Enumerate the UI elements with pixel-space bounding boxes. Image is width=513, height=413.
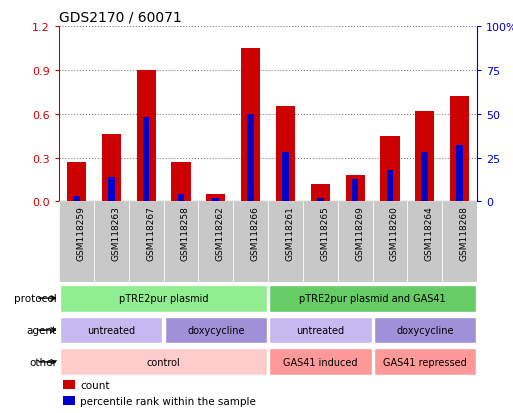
Bar <box>352 179 359 202</box>
Text: other: other <box>29 357 57 367</box>
Text: GAS41 repressed: GAS41 repressed <box>383 357 467 367</box>
Text: GSM118258: GSM118258 <box>181 206 190 261</box>
Bar <box>381 136 400 202</box>
Text: GSM118264: GSM118264 <box>425 206 434 261</box>
Bar <box>171 163 190 202</box>
Bar <box>60 349 267 375</box>
Text: pTRE2pur plasmid: pTRE2pur plasmid <box>119 293 208 304</box>
Bar <box>102 135 121 202</box>
Bar <box>303 202 338 282</box>
Bar <box>164 202 199 282</box>
Text: GSM118260: GSM118260 <box>390 206 399 261</box>
Bar <box>387 171 393 202</box>
Bar <box>67 163 86 202</box>
Text: GSM118261: GSM118261 <box>285 206 294 261</box>
Bar <box>346 176 365 202</box>
Text: pTRE2pur plasmid and GAS41: pTRE2pur plasmid and GAS41 <box>299 293 446 304</box>
Text: control: control <box>147 357 181 367</box>
Bar <box>136 71 155 202</box>
Bar <box>60 285 267 312</box>
Bar <box>212 199 219 202</box>
Text: GSM118263: GSM118263 <box>111 206 120 261</box>
Bar <box>276 107 295 202</box>
Bar <box>269 285 476 312</box>
Bar <box>233 202 268 282</box>
Text: doxycycline: doxycycline <box>396 325 453 335</box>
Text: doxycycline: doxycycline <box>187 325 245 335</box>
Bar <box>415 112 435 202</box>
Bar <box>317 199 324 202</box>
Bar <box>206 195 225 202</box>
Bar <box>247 114 254 202</box>
Bar <box>373 317 476 344</box>
Bar <box>373 349 476 375</box>
Text: agent: agent <box>27 325 57 335</box>
Bar <box>311 185 330 202</box>
Bar <box>63 380 75 389</box>
Text: GSM118268: GSM118268 <box>460 206 469 261</box>
Bar <box>59 202 94 282</box>
Bar <box>457 146 463 202</box>
Bar <box>94 202 129 282</box>
Bar <box>63 396 75 405</box>
Text: count: count <box>80 380 109 390</box>
Bar <box>165 317 267 344</box>
Text: untreated: untreated <box>87 325 135 335</box>
Bar <box>282 153 289 202</box>
Bar <box>143 118 149 202</box>
Bar <box>269 349 371 375</box>
Bar <box>450 97 469 202</box>
Text: GSM118266: GSM118266 <box>251 206 260 261</box>
Bar <box>268 202 303 282</box>
Text: GSM118267: GSM118267 <box>146 206 155 261</box>
Bar <box>177 195 184 202</box>
Text: GSM118262: GSM118262 <box>216 206 225 261</box>
Bar <box>129 202 164 282</box>
Bar <box>338 202 372 282</box>
Text: protocol: protocol <box>14 293 57 304</box>
Text: GSM118269: GSM118269 <box>355 206 364 261</box>
Text: GSM118265: GSM118265 <box>320 206 329 261</box>
Text: GSM118259: GSM118259 <box>76 206 86 261</box>
Bar <box>407 202 442 282</box>
Bar <box>269 317 371 344</box>
Text: GAS41 induced: GAS41 induced <box>283 357 358 367</box>
Bar <box>73 197 80 202</box>
Bar <box>241 49 260 202</box>
Bar <box>60 317 163 344</box>
Bar <box>108 178 114 202</box>
Bar <box>422 153 428 202</box>
Text: GDS2170 / 60071: GDS2170 / 60071 <box>59 10 182 24</box>
Text: percentile rank within the sample: percentile rank within the sample <box>80 396 256 406</box>
Bar <box>199 202 233 282</box>
Bar <box>442 202 477 282</box>
Bar <box>372 202 407 282</box>
Text: untreated: untreated <box>296 325 344 335</box>
